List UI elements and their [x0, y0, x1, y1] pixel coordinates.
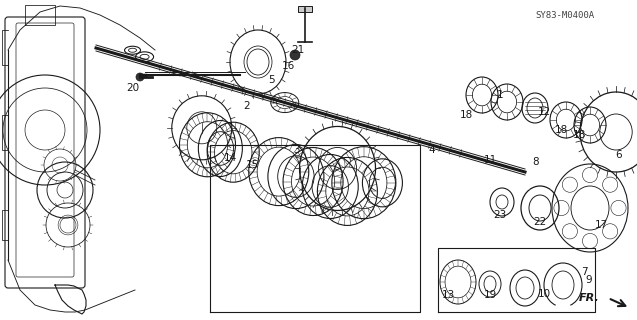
- Text: 7: 7: [581, 267, 587, 277]
- Text: 17: 17: [594, 220, 608, 230]
- Text: 18: 18: [573, 130, 585, 140]
- Text: 21: 21: [291, 45, 304, 55]
- Text: 19: 19: [483, 290, 497, 300]
- Text: 20: 20: [126, 83, 140, 93]
- Text: 15: 15: [245, 160, 259, 170]
- Text: 14: 14: [224, 153, 236, 163]
- Text: 23: 23: [494, 210, 506, 220]
- Text: 16: 16: [282, 61, 295, 71]
- Text: 11: 11: [483, 155, 497, 165]
- Text: 22: 22: [533, 217, 547, 227]
- Text: 5: 5: [269, 75, 275, 85]
- Text: 3: 3: [292, 145, 299, 155]
- Text: 18: 18: [459, 110, 473, 120]
- Circle shape: [136, 73, 144, 81]
- Text: 8: 8: [533, 157, 540, 167]
- Text: 12: 12: [538, 107, 550, 117]
- Text: 9: 9: [585, 275, 592, 285]
- Circle shape: [290, 50, 300, 60]
- Text: 18: 18: [554, 125, 568, 135]
- Text: 1: 1: [497, 90, 503, 100]
- Text: 4: 4: [429, 145, 435, 155]
- Text: FR.: FR.: [579, 293, 600, 303]
- Text: SY83-M0400A: SY83-M0400A: [536, 11, 594, 20]
- Text: 10: 10: [538, 289, 550, 299]
- Bar: [298, 6, 312, 12]
- Text: 2: 2: [244, 101, 250, 111]
- Text: 13: 13: [441, 290, 455, 300]
- Text: 6: 6: [616, 150, 622, 160]
